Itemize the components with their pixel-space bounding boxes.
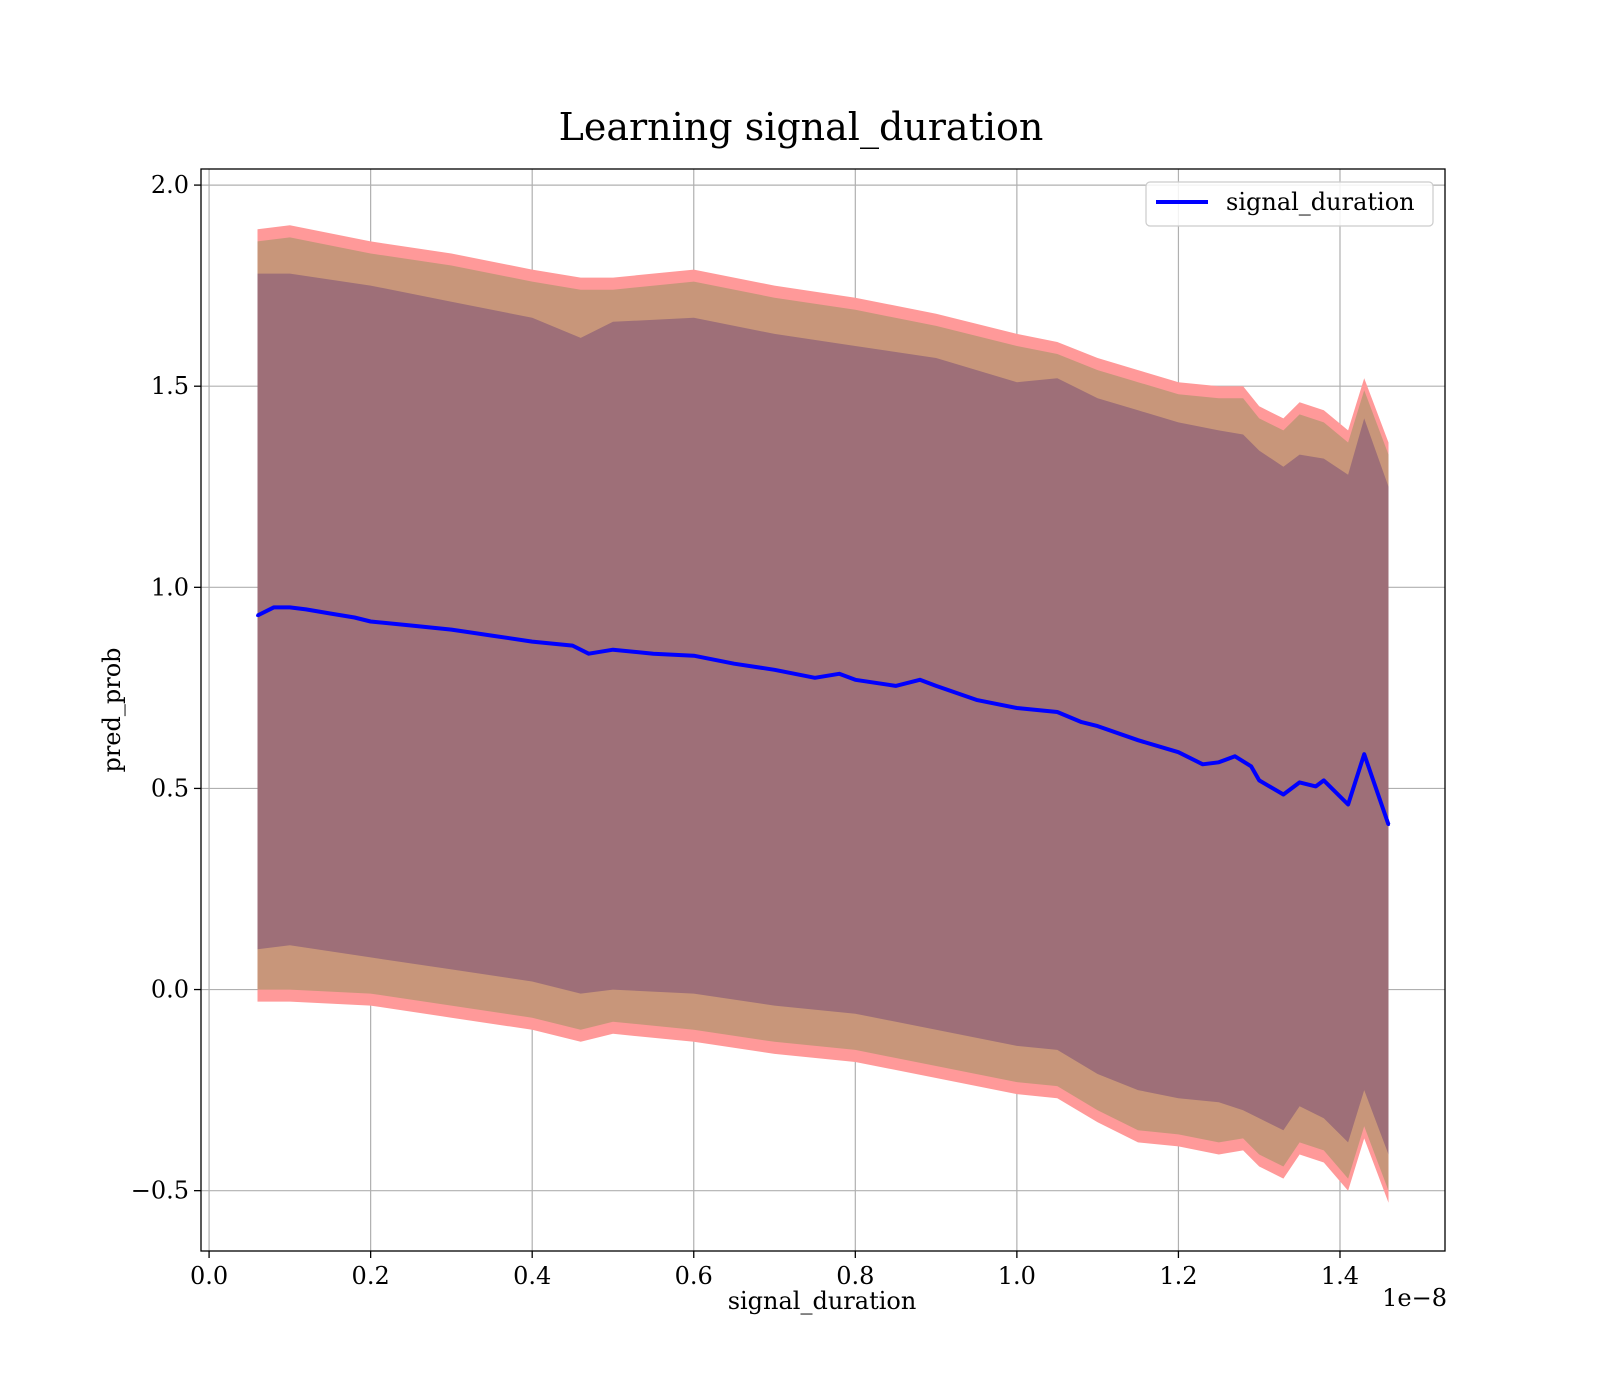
data-point (813, 676, 817, 680)
axes-frame (200, 168, 1446, 1252)
y-axis-label: pred_prob (98, 647, 126, 772)
data-point (328, 611, 332, 615)
data-point (1386, 823, 1390, 827)
data-point (1314, 784, 1318, 788)
data-point (732, 662, 736, 666)
x-tick-label: 1.2 (1159, 1262, 1197, 1290)
y-tick-label: 2.0 (151, 171, 189, 199)
data-point (1322, 778, 1326, 782)
data-point (974, 698, 978, 702)
data-point (304, 607, 308, 611)
data-point (894, 684, 898, 688)
data-point (1249, 764, 1253, 768)
data-point (449, 628, 453, 632)
x-tick-label: 0.8 (836, 1262, 874, 1290)
x-tick-label: 0.0 (190, 1262, 228, 1290)
data-point (1298, 780, 1302, 784)
data-point (530, 640, 534, 644)
x-axis-ticks: 0.0 0.2 0.4 0.6 0.8 1.0 1.2 1.4 (190, 1251, 1359, 1290)
x-tick-label: 0.4 (513, 1262, 551, 1290)
data-point (934, 684, 938, 688)
data-point (409, 624, 413, 628)
legend-box (1145, 181, 1434, 227)
data-point (1176, 750, 1180, 754)
data-point (651, 652, 655, 656)
y-tick-label: 1.5 (151, 372, 189, 400)
data-point (692, 654, 696, 658)
data-point (256, 613, 260, 617)
y-axis-ticks: −0.5 0.0 0.5 1.0 1.5 2.0 (131, 171, 201, 1205)
data-point (1096, 724, 1100, 728)
x-axis-offset-label: 1e−8 (1382, 1284, 1447, 1312)
data-point (1346, 803, 1350, 807)
data-point (1201, 762, 1205, 766)
data-point (587, 652, 591, 656)
data-point (352, 615, 356, 619)
data-point (1217, 760, 1221, 764)
data-point (490, 634, 494, 638)
band-inner (257, 273, 1389, 1155)
data-point (853, 678, 857, 682)
x-tick-label: 1.4 (1321, 1262, 1359, 1290)
data-point (1136, 738, 1140, 742)
x-tick-label: 0.6 (675, 1262, 713, 1290)
chart-title: Learning signal_duration (559, 105, 1044, 150)
x-tick-label: 0.2 (352, 1262, 390, 1290)
data-point (571, 644, 575, 648)
legend: signal_duration (1145, 181, 1434, 227)
data-point (1079, 720, 1083, 724)
confidence-bands (257, 225, 1389, 1203)
data-point (1233, 754, 1237, 758)
x-tick-label: 1.0 (998, 1262, 1036, 1290)
data-point (918, 678, 922, 682)
data-point (837, 672, 841, 676)
legend-label: signal_duration (1226, 188, 1415, 216)
x-axis-label: signal_duration (728, 1287, 917, 1315)
data-point (1281, 792, 1285, 796)
data-point (1015, 706, 1019, 710)
axes (200, 168, 1446, 1252)
data-point (1362, 752, 1366, 756)
y-tick-label: 0.0 (151, 976, 189, 1004)
data-point (1257, 778, 1261, 782)
data-point (1055, 710, 1059, 714)
data-point (611, 648, 615, 652)
y-tick-label: −0.5 (131, 1177, 189, 1205)
data-point (369, 620, 373, 624)
data-point (773, 668, 777, 672)
data-point (272, 605, 276, 609)
y-tick-label: 1.0 (151, 573, 189, 601)
data-point (288, 605, 292, 609)
series-group (256, 605, 1391, 827)
y-tick-label: 0.5 (151, 774, 189, 802)
